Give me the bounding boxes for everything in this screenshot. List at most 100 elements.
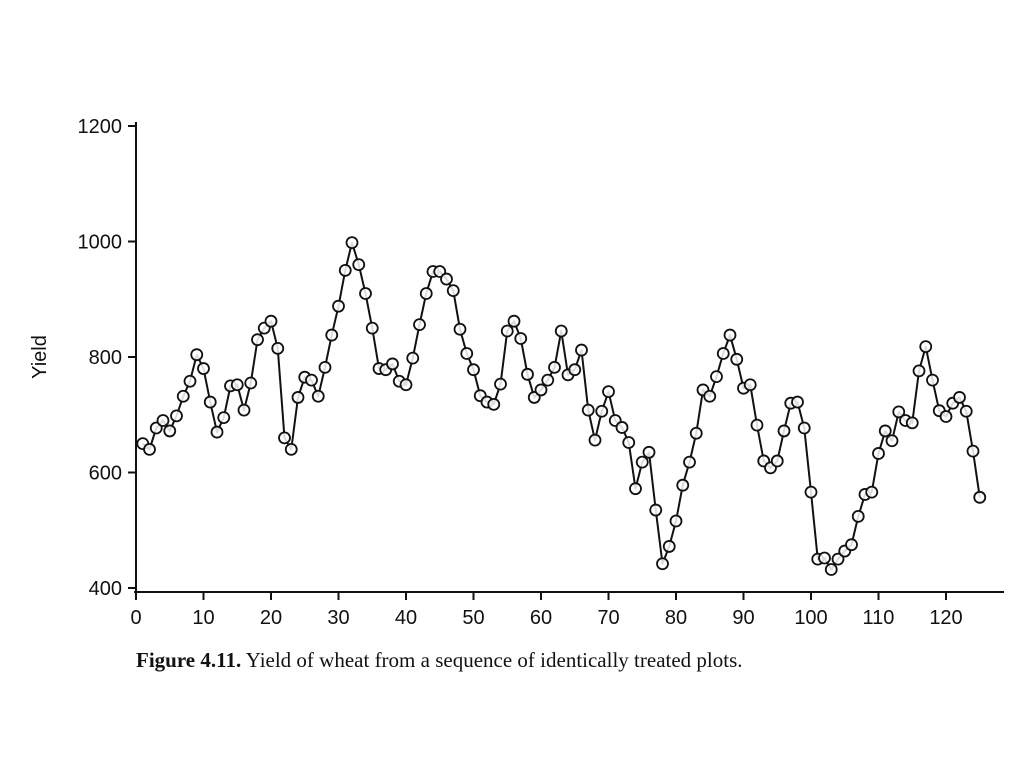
data-point bbox=[966, 444, 980, 458]
data-point bbox=[581, 403, 595, 417]
data-point bbox=[892, 405, 906, 419]
data-point bbox=[770, 454, 784, 468]
data-point bbox=[413, 318, 426, 332]
x-tick-label: 0 bbox=[130, 607, 141, 629]
y-tick-label: 600 bbox=[89, 463, 122, 485]
data-point bbox=[487, 397, 501, 411]
data-points bbox=[136, 236, 987, 576]
figure-caption: Figure 4.11. Yield of wheat from a seque… bbox=[136, 648, 996, 673]
data-point bbox=[743, 378, 757, 392]
data-point bbox=[170, 409, 183, 423]
x-tick-label: 10 bbox=[192, 607, 214, 629]
data-point bbox=[824, 563, 838, 576]
data-point bbox=[629, 482, 642, 496]
x-tick-label: 30 bbox=[327, 607, 349, 629]
caption-text: Yield of wheat from a sequence of identi… bbox=[245, 648, 743, 672]
data-point bbox=[797, 421, 811, 435]
data-point bbox=[953, 391, 966, 404]
data-point bbox=[926, 373, 939, 387]
x-tick-label: 100 bbox=[794, 607, 827, 629]
data-point bbox=[183, 374, 197, 388]
data-point bbox=[176, 389, 190, 403]
data-point bbox=[919, 340, 933, 354]
data-point bbox=[163, 424, 177, 438]
data-point bbox=[723, 328, 737, 342]
axes bbox=[134, 122, 1004, 593]
x-tick-label: 50 bbox=[462, 607, 484, 629]
x-tick-label: 60 bbox=[530, 607, 552, 629]
data-point bbox=[494, 377, 507, 391]
caption-number: Figure 4.11. bbox=[136, 648, 242, 672]
data-point bbox=[541, 373, 555, 387]
data-point bbox=[446, 284, 460, 297]
data-point bbox=[595, 404, 609, 418]
data-point bbox=[635, 455, 649, 469]
data-point bbox=[203, 395, 217, 409]
data-point bbox=[642, 445, 656, 459]
data-point bbox=[197, 362, 210, 375]
data-point bbox=[386, 357, 399, 371]
data-point bbox=[143, 442, 156, 456]
y-tick-label: 1200 bbox=[78, 116, 123, 138]
data-point bbox=[716, 347, 730, 360]
data-point bbox=[291, 391, 305, 404]
data-point bbox=[878, 424, 892, 438]
data-point bbox=[622, 436, 636, 449]
data-point bbox=[568, 363, 582, 377]
data-point bbox=[521, 367, 534, 381]
data-point bbox=[973, 490, 987, 504]
y-axis-label: Yield bbox=[29, 335, 51, 379]
data-point bbox=[467, 363, 480, 377]
data-point bbox=[689, 426, 703, 440]
data-point bbox=[683, 455, 696, 469]
data-point bbox=[912, 364, 926, 378]
data-point bbox=[419, 287, 433, 300]
data-point bbox=[615, 421, 629, 434]
x-tick-label: 120 bbox=[929, 607, 962, 629]
data-point bbox=[575, 343, 588, 357]
x-tick-label: 90 bbox=[732, 607, 754, 629]
data-point bbox=[156, 414, 170, 427]
data-point bbox=[845, 538, 858, 552]
data-point bbox=[548, 360, 561, 374]
data-point bbox=[791, 395, 804, 409]
data-point bbox=[703, 389, 717, 403]
data-point bbox=[905, 416, 919, 430]
data-point bbox=[507, 314, 521, 328]
ticks: 400 600 800 1000 1200 0 10 20 30 40 50 60 70 80 90 100 1… bbox=[78, 116, 963, 629]
data-point bbox=[338, 263, 352, 277]
data-point bbox=[460, 347, 474, 360]
data-point bbox=[649, 503, 663, 517]
data-point bbox=[210, 425, 224, 439]
data-point bbox=[190, 348, 204, 362]
data-point bbox=[230, 378, 244, 392]
data-point bbox=[284, 442, 298, 456]
data-point bbox=[554, 324, 568, 338]
data-point bbox=[662, 540, 676, 553]
x-tick-label: 70 bbox=[597, 607, 619, 629]
data-point bbox=[885, 434, 899, 448]
data-point bbox=[453, 322, 467, 336]
data-point bbox=[534, 383, 548, 397]
x-tick-label: 40 bbox=[395, 607, 417, 629]
data-point bbox=[669, 514, 683, 528]
data-point bbox=[325, 328, 339, 342]
data-point bbox=[872, 447, 885, 460]
x-tick-label: 20 bbox=[260, 607, 282, 629]
x-tick-label: 80 bbox=[665, 607, 687, 629]
data-point bbox=[244, 376, 258, 390]
y-tick-label: 1000 bbox=[78, 232, 123, 254]
x-tick-label: 110 bbox=[863, 607, 895, 629]
data-point bbox=[959, 404, 973, 418]
data-point bbox=[865, 485, 879, 499]
data-point bbox=[831, 552, 845, 566]
data-point bbox=[278, 431, 291, 445]
data-point bbox=[656, 557, 669, 571]
data-point bbox=[750, 418, 764, 432]
data-point bbox=[264, 314, 278, 328]
y-tick-label: 800 bbox=[89, 347, 122, 369]
data-point bbox=[602, 385, 615, 399]
data-point bbox=[217, 411, 231, 425]
data-point bbox=[311, 389, 325, 403]
data-point bbox=[406, 351, 420, 365]
